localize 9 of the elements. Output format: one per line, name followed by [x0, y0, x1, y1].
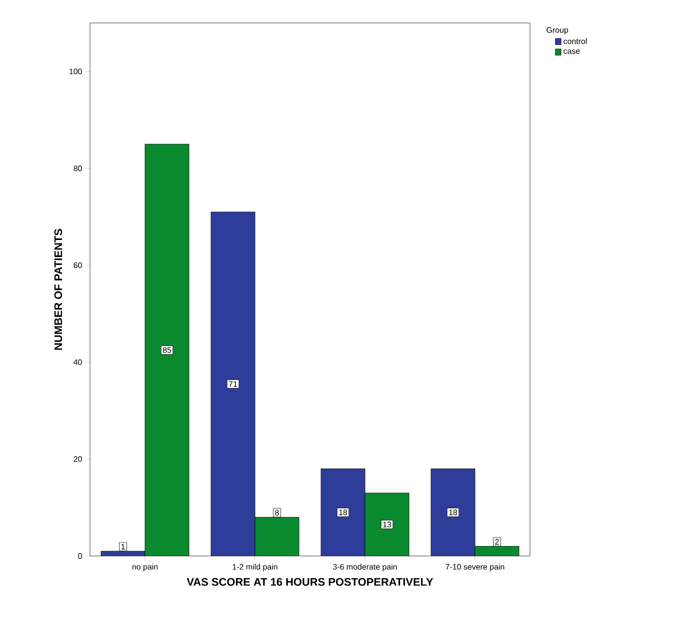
bar	[210, 212, 256, 556]
bar	[430, 468, 476, 556]
bar	[254, 517, 300, 556]
x-axis-title: VAS SCORE AT 16 HOURS POSTOPERATIVELY	[186, 578, 434, 586]
bar	[474, 546, 520, 556]
bar	[364, 492, 410, 556]
bar	[145, 144, 190, 556]
bar	[320, 468, 366, 556]
y-axis-title: NUMBER OF PATIENTS	[54, 228, 62, 350]
